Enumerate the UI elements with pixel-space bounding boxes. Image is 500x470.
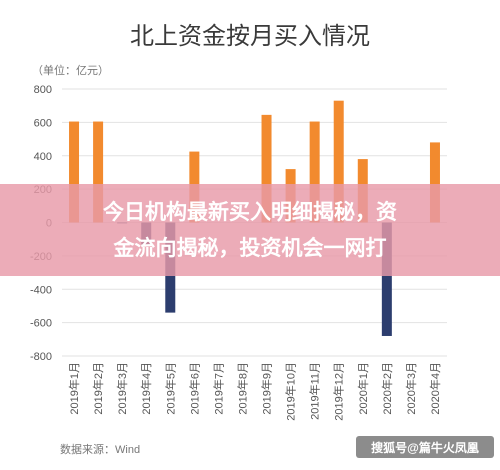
x-tick-label: 2020年4月: [428, 362, 442, 415]
watermark: 搜狐号@篇牛火凤凰: [356, 436, 494, 458]
bar-2019年11月: [309, 121, 320, 223]
x-tick-label: 2019年8月: [235, 362, 249, 415]
x-tick-label: 2019年5月: [163, 362, 177, 415]
x-tick-label: 2020年2月: [380, 362, 394, 415]
x-tick-label: 2019年7月: [211, 362, 225, 415]
y-tick-label: 600: [34, 117, 52, 129]
x-axis: 2019年1月 2019年2月 2019年3月 2019年4月 2019年5月 2019年…: [67, 362, 442, 421]
bar-2019年9月: [261, 114, 272, 223]
x-tick-label: 2019年12月: [332, 362, 346, 421]
bar-2019年1月: [69, 121, 80, 223]
watermark-text: 搜狐号@篇牛火凤凰: [371, 440, 479, 455]
x-tick-label: 2019年10月: [284, 362, 298, 421]
bar-2019年12月: [333, 100, 344, 223]
x-tick-label: 2019年4月: [139, 362, 153, 415]
bar-2019年2月: [93, 121, 104, 223]
chart-title: 北上资金按月买入情况: [130, 23, 370, 50]
overlay-banner: 今日机构最新买入明细揭秘，资 金流向揭秘，投资机会一网打: [0, 184, 500, 276]
x-tick-label: 2019年9月: [260, 362, 274, 415]
y-tick-label: 400: [34, 151, 52, 163]
data-source: 数据来源：Wind: [60, 442, 140, 456]
bar-2020年4月: [429, 142, 440, 223]
overlay-line-1: 今日机构最新买入明细揭秘，资: [103, 200, 397, 224]
x-tick-label: 2019年2月: [91, 362, 105, 415]
x-tick-label: 2019年3月: [115, 362, 129, 415]
watermark-bg: [356, 436, 494, 458]
x-tick-label: 2020年3月: [404, 362, 418, 415]
y-tick-label: 800: [34, 84, 52, 96]
x-tick-label: 2020年1月: [356, 362, 370, 415]
y-tick-label: -800: [30, 351, 52, 363]
x-tick-label: 2019年1月: [67, 362, 81, 415]
y-tick-label: -400: [30, 284, 52, 296]
x-tick-label: 2019年6月: [187, 362, 201, 415]
x-tick-label: 2019年11月: [308, 362, 322, 420]
y-tick-label: -600: [30, 318, 52, 330]
unit-label: （单位：亿元）: [32, 63, 109, 77]
bar-2020年2月: [381, 222, 392, 336]
overlay-line-2: 金流向揭秘，投资机会一网打: [113, 236, 387, 260]
overlay-band: [0, 184, 500, 276]
